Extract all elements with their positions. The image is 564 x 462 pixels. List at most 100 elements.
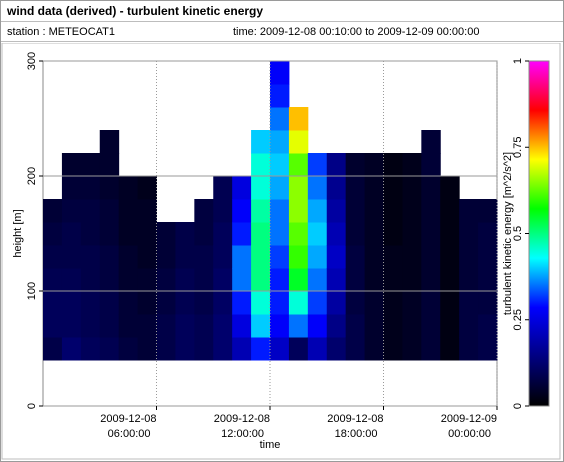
- heatmap-cell: [364, 222, 384, 246]
- x-tick-label: 2009-12-08: [100, 413, 156, 425]
- heatmap-cell: [43, 199, 63, 223]
- colorbar-label: turbulent kinetic energy [m^2/s^2]: [502, 152, 514, 315]
- heatmap-cell: [459, 245, 479, 269]
- heatmap-cell: [326, 153, 347, 177]
- heatmap-cell: [118, 176, 139, 200]
- heatmap-cell: [137, 268, 157, 292]
- heatmap-cell: [270, 222, 290, 246]
- heatmap-cell: [251, 130, 271, 154]
- heatmap-cell: [402, 268, 422, 292]
- heatmap-cell: [251, 222, 271, 246]
- heatmap-cell: [118, 314, 139, 338]
- heatmap-cell: [99, 245, 120, 269]
- heatmap-cell: [440, 291, 460, 315]
- heatmap-cell: [251, 153, 271, 177]
- heatmap-cell: [175, 314, 195, 338]
- heatmap-cell: [307, 245, 328, 269]
- heatmap-cell: [440, 337, 460, 361]
- heatmap-cell: [232, 222, 252, 246]
- heatmap-cell: [175, 245, 195, 269]
- colorbar-tick-label: 0.5: [512, 226, 524, 241]
- heatmap-cell: [345, 314, 366, 338]
- heatmap-cell: [326, 268, 347, 292]
- heatmap-cell: [99, 130, 120, 154]
- heatmap-cell: [326, 245, 347, 269]
- heatmap-cell: [440, 222, 460, 246]
- heatmap-cell: [118, 199, 139, 223]
- heatmap-cell: [99, 291, 120, 315]
- heatmap-cell: [288, 176, 309, 200]
- heatmap-cell: [118, 337, 139, 361]
- x-tick-label: 06:00:00: [108, 428, 151, 440]
- heatmap-cell: [307, 337, 328, 361]
- heatmap-cell: [288, 337, 309, 361]
- heatmap-cell: [270, 107, 290, 131]
- heatmap-cell: [232, 176, 252, 200]
- heatmap-cell: [345, 199, 366, 223]
- heatmap-cell: [345, 222, 366, 246]
- chart-border: [1, 43, 561, 460]
- heatmap-cell: [270, 199, 290, 223]
- heatmap-cell: [213, 291, 233, 315]
- heatmap-cell: [251, 291, 271, 315]
- heatmap-cell: [156, 222, 176, 246]
- heatmap-cell: [232, 337, 252, 361]
- heatmap-cell: [137, 199, 157, 223]
- heatmap-cell: [99, 176, 120, 200]
- colorbar-tick-label: 0.25: [512, 309, 524, 330]
- info-bar: station : METEOCAT1 time: 2009-12-08 00:…: [1, 23, 563, 42]
- heatmap-cell: [364, 337, 384, 361]
- heatmap-cell: [478, 291, 498, 315]
- heatmap-cell: [43, 245, 63, 269]
- heatmap-cell: [213, 176, 233, 200]
- window-title: wind data (derived) - turbulent kinetic …: [1, 1, 563, 22]
- heatmap-cell: [251, 337, 271, 361]
- heatmap-cell: [383, 199, 403, 223]
- heatmap-cell: [478, 199, 498, 223]
- heatmap-cell: [99, 153, 120, 177]
- heatmap-cell: [364, 245, 384, 269]
- heatmap-cell: [61, 291, 82, 315]
- heatmap-cell: [307, 268, 328, 292]
- heatmap-cell: [383, 153, 403, 177]
- heatmap-cell: [270, 61, 290, 85]
- x-axis-label: time: [260, 439, 281, 451]
- heatmap-cell: [194, 268, 214, 292]
- heatmap-cell: [383, 268, 403, 292]
- heatmap-cell: [118, 291, 139, 315]
- heatmap-cell: [213, 245, 233, 269]
- heatmap-cell: [61, 199, 82, 223]
- heatmap-cell: [345, 291, 366, 315]
- heatmap-cell: [307, 153, 328, 177]
- heatmap-cell: [402, 176, 422, 200]
- heatmap-cell: [251, 176, 271, 200]
- heatmap-cell: [440, 245, 460, 269]
- heatmap-cell: [440, 199, 460, 223]
- heatmap-cell: [440, 314, 460, 338]
- heatmap-cell: [459, 222, 479, 246]
- heatmap-cell: [421, 222, 441, 246]
- heatmap-cell: [421, 153, 441, 177]
- heatmap-cell: [421, 337, 441, 361]
- heatmap-cell: [251, 268, 271, 292]
- heatmap-cell: [478, 337, 498, 361]
- heatmap-cell: [43, 268, 63, 292]
- heatmap-cell: [326, 222, 347, 246]
- heatmap-cell: [307, 176, 328, 200]
- heatmap-cell: [99, 199, 120, 223]
- heatmap-cell: [326, 314, 347, 338]
- heatmap-cell: [402, 314, 422, 338]
- heatmap-cell: [43, 222, 63, 246]
- heatmap-cell: [307, 314, 328, 338]
- heatmap-cell: [99, 222, 120, 246]
- heatmap-cell: [288, 291, 309, 315]
- y-tick-label: 100: [26, 282, 38, 300]
- heatmap-cell: [213, 199, 233, 223]
- heatmap-cell: [459, 199, 479, 223]
- heatmap-cell: [175, 222, 195, 246]
- heatmap-cell: [194, 199, 214, 223]
- heatmap-cell: [213, 337, 233, 361]
- heatmap-cell: [175, 291, 195, 315]
- heatmap-cell: [175, 268, 195, 292]
- heatmap-cell: [137, 245, 157, 269]
